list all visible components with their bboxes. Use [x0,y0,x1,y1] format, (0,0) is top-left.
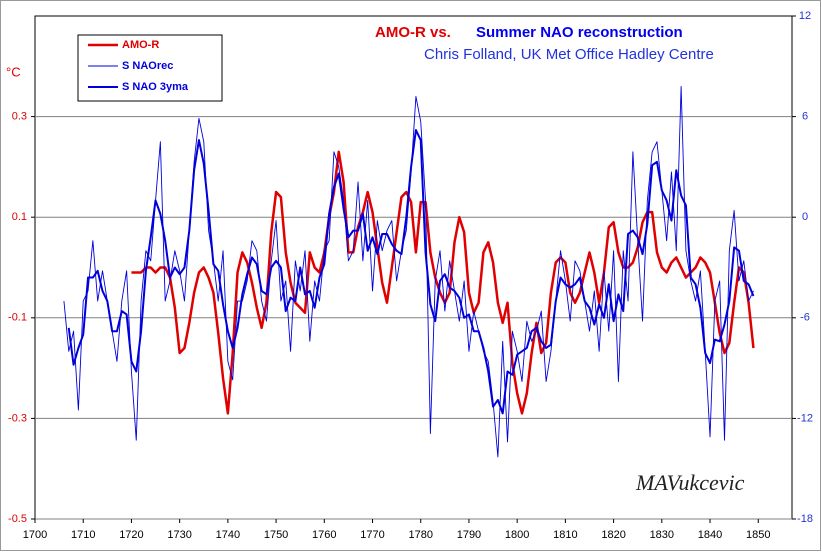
x-tick-label: 1780 [408,529,432,541]
x-tick-label: 1740 [216,529,240,541]
y2-tick-label: 12 [799,10,811,22]
x-tick-label: 1850 [746,529,770,541]
x-tick-label: 1750 [264,529,288,541]
x-tick-label: 1810 [553,529,577,541]
legend-label: S NAOrec [122,60,173,72]
annotation: MAVukcevic [635,470,745,495]
y2-tick-label: -6 [800,312,810,324]
legend-label: S NAO 3yma [122,81,189,93]
series-line [67,129,755,415]
legend-label: AMO-R [122,39,159,51]
x-tick-label: 1770 [360,529,384,541]
plot-layer: -0.5 -0.3 -0.1 0.1 0.3 -18 -12 -6 0 6 12 1700 1710 17… [8,10,813,541]
x-tick-label: 1710 [71,529,95,541]
series-line [131,150,755,415]
title-left: AMO-R vs. [375,24,451,41]
x-tick-label: 1830 [650,529,674,541]
title-right: Summer NAO reconstruction [476,24,683,41]
y2-tick-label: 0 [802,211,808,223]
y-tick-label: 0.3 [12,111,27,123]
x-tick-label: 1760 [312,529,336,541]
y-tick-label: -0.3 [8,412,27,424]
x-tick-label: 1800 [505,529,529,541]
x-tick-label: 1700 [23,529,47,541]
x-tick-label: 1720 [119,529,143,541]
y-tick-label: -0.1 [8,312,27,324]
y-axis-label: °C [6,64,21,79]
x-tick-label: 1820 [601,529,625,541]
y2-tick-label: -12 [797,412,813,424]
x-tick-label: 1840 [698,529,722,541]
x-tick-label: 1790 [457,529,481,541]
y-tick-label: -0.5 [8,513,27,525]
y-tick-label: 0.1 [12,211,27,223]
y2-tick-label: 6 [802,111,808,123]
x-tick-label: 1730 [167,529,191,541]
y2-tick-label: -18 [797,513,813,525]
subtitle: Chris Folland, UK Met Office Hadley Cent… [424,46,714,63]
